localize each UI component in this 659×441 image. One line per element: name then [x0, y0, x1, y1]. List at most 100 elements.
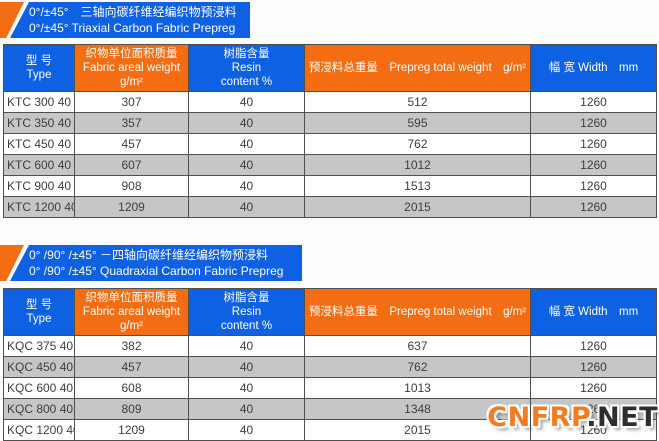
col-header-resin-en: Resin — [231, 306, 262, 318]
cell-type: KTC 450 40 — [3, 133, 75, 155]
col-header-prepreg-weight: 预浸料总重量 Prepreg total weight g/m² — [304, 44, 531, 92]
cell-type: KTC 350 40 — [3, 112, 75, 134]
cell-width: 1260 — [530, 398, 657, 420]
cell-prepreg-weight: 637 — [304, 335, 531, 357]
banner-quadraxial-title-en: 0° /90° /±45° Quadraxial Carbon Fabric P… — [29, 264, 284, 278]
col-header-fabric-en: Fabric areal weight — [82, 306, 181, 318]
banner-triaxial-title-en: 0°/±45° Triaxial Carbon Fabric Prepreg — [29, 21, 236, 35]
cell-fabric-weight: 357 — [74, 112, 189, 134]
cell-type: KQC 450 40 — [3, 356, 75, 378]
cell-type: KTC 300 40 — [3, 91, 75, 113]
col-header-prepreg-weight: 预浸料总重量 Prepreg total weight g/m² — [304, 288, 531, 336]
cell-fabric-weight: 908 — [74, 175, 189, 197]
cell-width: 1260 — [530, 133, 657, 155]
cell-prepreg-weight: 512 — [304, 91, 531, 113]
banner-triaxial-body: 0°/±45° 三轴向碳纤维经编织物预浸料 0°/±45° Triaxial C… — [10, 2, 250, 38]
banner-quadraxial-title-cn: 0° /90° /±45° －四轴向碳纤维经编织物预浸料 — [29, 248, 269, 262]
cell-width: 1260 — [530, 196, 657, 218]
table-row: KTC 900 40 908 40 1513 1260 — [3, 175, 657, 197]
cell-fabric-weight: 1209 — [74, 419, 189, 441]
cell-width: 1260 — [530, 175, 657, 197]
cell-resin: 40 — [188, 112, 305, 134]
col-header-type-cn: 型 号 — [25, 55, 53, 67]
cell-fabric-weight: 307 — [74, 91, 189, 113]
cell-width: 1260 — [530, 91, 657, 113]
col-header-fabric-en: Fabric areal weight — [82, 62, 181, 74]
col-header-resin-content: 树脂含量 Resin content % — [188, 44, 305, 92]
banner-quadraxial-body: 0° /90° /±45° －四轴向碳纤维经编织物预浸料 0° /90° /±4… — [10, 245, 302, 281]
table-row: KTC 600 40 607 40 1012 1260 — [3, 154, 657, 176]
cell-fabric-weight: 608 — [74, 377, 189, 399]
col-header-width: 幅 宽 Width mm — [530, 288, 657, 336]
header-row: 型 号 Type 织物单位面积质量 Fabric areal weight g/… — [3, 288, 657, 336]
cell-type: KTC 600 40 — [3, 154, 75, 176]
cell-prepreg-weight: 762 — [304, 133, 531, 155]
cell-width: 1260 — [530, 154, 657, 176]
col-header-resin-unit: content % — [220, 320, 273, 332]
cell-prepreg-weight: 1012 — [304, 154, 531, 176]
cell-resin: 40 — [188, 175, 305, 197]
cell-prepreg-weight: 2015 — [304, 196, 531, 218]
quadraxial-spec-table: 型 号 Type 织物单位面积质量 Fabric areal weight g/… — [3, 288, 657, 441]
cell-resin: 40 — [188, 356, 305, 378]
banner-triaxial-title-cn: 0°/±45° 三轴向碳纤维经编织物预浸料 — [29, 5, 237, 19]
cell-resin: 40 — [188, 335, 305, 357]
cell-fabric-weight: 382 — [74, 335, 189, 357]
table-row: KTC 450 40 457 40 762 1260 — [3, 133, 657, 155]
col-header-resin-cn: 树脂含量 — [223, 48, 270, 60]
cell-width: 1260 — [530, 356, 657, 378]
col-header-width: 幅 宽 Width mm — [530, 44, 657, 92]
cell-fabric-weight: 457 — [74, 356, 189, 378]
col-header-fabric-unit: g/m² — [120, 320, 143, 332]
col-header-type: 型 号 Type — [3, 44, 75, 92]
col-header-fabric-weight: 织物单位面积质量 Fabric areal weight g/m² — [74, 44, 189, 92]
cell-resin: 40 — [188, 196, 305, 218]
col-header-prepreg-label: 预浸料总重量 Prepreg total weight g/m² — [308, 62, 527, 74]
cell-type: KQC 600 40 — [3, 377, 75, 399]
col-header-resin-cn: 树脂含量 — [223, 292, 270, 304]
cell-prepreg-weight: 762 — [304, 356, 531, 378]
table-row: KQC 375 40 382 40 637 1260 — [3, 335, 657, 357]
watermark-suffix: .NET — [586, 402, 658, 433]
triaxial-spec-table: 型 号 Type 织物单位面积质量 Fabric areal weight g/… — [3, 44, 657, 218]
table-row: KTC 1200 40 1209 40 2015 1260 — [3, 196, 657, 218]
col-header-fabric-unit: g/m² — [120, 76, 143, 88]
cell-prepreg-weight: 1013 — [304, 377, 531, 399]
cell-prepreg-weight: 1513 — [304, 175, 531, 197]
table-row: KQC 450 40 457 40 762 1260 — [3, 356, 657, 378]
cnfrp-watermark: CNFRP.NET — [487, 402, 658, 433]
cell-fabric-weight: 607 — [74, 154, 189, 176]
cell-resin: 40 — [188, 133, 305, 155]
cell-prepreg-weight: 595 — [304, 112, 531, 134]
table-row: KTC 350 40 357 40 595 1260 — [3, 112, 657, 134]
cell-width: 1260 — [530, 419, 657, 441]
cell-resin: 40 — [188, 398, 305, 420]
col-header-prepreg-label: 预浸料总重量 Prepreg total weight g/m² — [308, 306, 527, 318]
cell-type: KQC 1200 40 — [3, 419, 75, 441]
table-row: KQC 800 40 809 40 1348 1260 — [3, 398, 657, 420]
cell-type: KQC 800 40 — [3, 398, 75, 420]
cell-fabric-weight: 1209 — [74, 196, 189, 218]
cell-fabric-weight: 809 — [74, 398, 189, 420]
table-row: KQC 600 40 608 40 1013 1260 — [3, 377, 657, 399]
col-header-resin-unit: content % — [220, 76, 273, 88]
cell-prepreg-weight: 2015 — [304, 419, 531, 441]
col-header-fabric-cn: 织物单位面积质量 — [85, 292, 178, 304]
cell-resin: 40 — [188, 91, 305, 113]
cell-resin: 40 — [188, 419, 305, 441]
cell-fabric-weight: 457 — [74, 133, 189, 155]
col-header-width-label: 幅 宽 Width mm — [548, 62, 639, 74]
col-header-resin-content: 树脂含量 Resin content % — [188, 288, 305, 336]
watermark-brand: CNFRP — [487, 402, 587, 433]
cell-prepreg-weight: 1348 — [304, 398, 531, 420]
cell-resin: 40 — [188, 154, 305, 176]
table-row: KQC 1200 40 1209 40 2015 1260 — [3, 419, 657, 441]
col-header-type: 型 号 Type — [3, 288, 75, 336]
col-header-resin-en: Resin — [231, 62, 262, 74]
col-header-type-en: Type — [26, 69, 52, 81]
cell-type: KTC 900 40 — [3, 175, 75, 197]
col-header-fabric-weight: 织物单位面积质量 Fabric areal weight g/m² — [74, 288, 189, 336]
table-row: KTC 300 40 307 40 512 1260 — [3, 91, 657, 113]
col-header-type-en: Type — [26, 313, 52, 325]
